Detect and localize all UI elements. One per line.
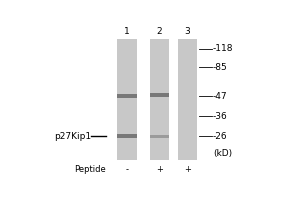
Text: -47: -47: [213, 92, 228, 101]
Text: +: +: [156, 165, 163, 174]
Text: 1: 1: [124, 27, 130, 36]
Bar: [117, 134, 137, 138]
Text: p27Kip1: p27Kip1: [54, 132, 91, 141]
Text: -26: -26: [213, 132, 228, 141]
Text: 3: 3: [184, 27, 190, 36]
Text: -118: -118: [213, 44, 233, 53]
Text: (kD): (kD): [213, 149, 232, 158]
Bar: [150, 135, 169, 138]
Text: +: +: [184, 165, 191, 174]
Bar: [117, 39, 137, 160]
Bar: [117, 94, 137, 98]
Text: 2: 2: [157, 27, 162, 36]
Text: -85: -85: [213, 63, 228, 72]
Text: -: -: [125, 165, 128, 174]
Text: Peptide: Peptide: [74, 165, 106, 174]
Text: -36: -36: [213, 112, 228, 121]
Bar: [150, 93, 169, 97]
Bar: [150, 39, 169, 160]
Bar: [178, 39, 197, 160]
